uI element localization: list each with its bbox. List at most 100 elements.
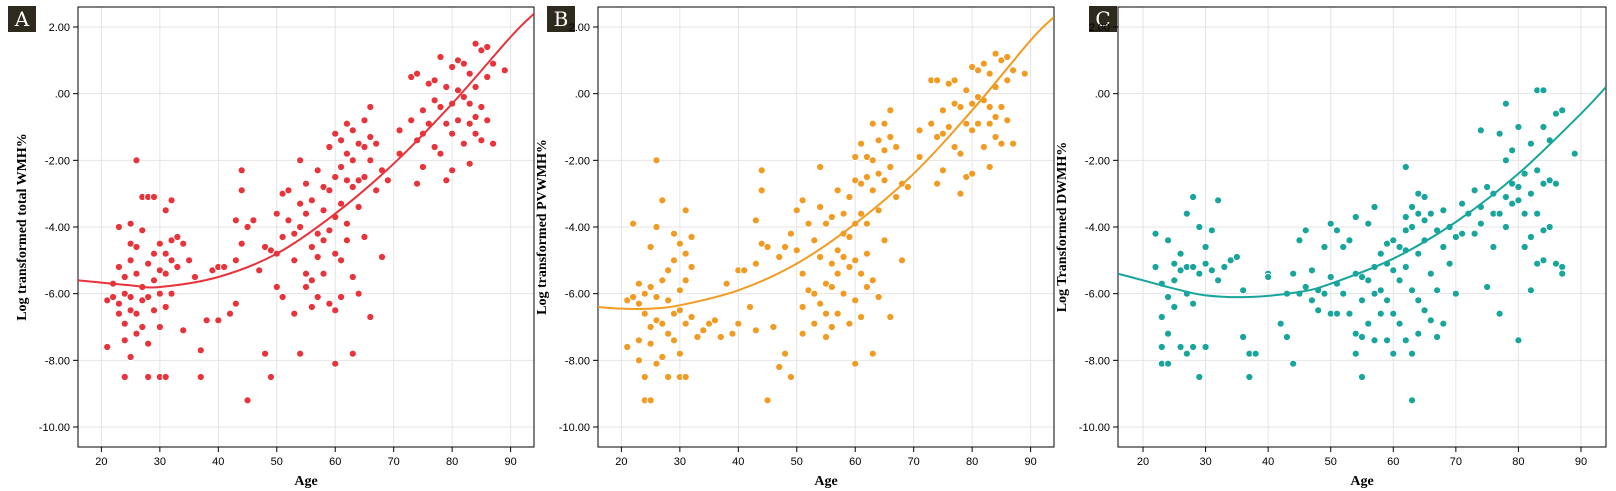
data-point	[1345, 309, 1354, 318]
data-point	[979, 59, 988, 68]
data-point	[459, 59, 468, 68]
data-point	[997, 139, 1006, 148]
data-point	[681, 372, 690, 382]
data-point	[442, 176, 451, 185]
data-point	[769, 322, 778, 332]
fit-line	[1118, 86, 1606, 299]
data-point	[669, 229, 679, 238]
data-point	[453, 116, 463, 125]
data-point	[1239, 286, 1248, 295]
data-point	[1345, 236, 1354, 245]
data-point	[1003, 76, 1012, 85]
data-point	[465, 119, 474, 128]
data-point	[372, 186, 381, 195]
data-point	[1376, 309, 1385, 318]
data-point	[1389, 236, 1398, 245]
data-point	[114, 222, 124, 232]
data-point	[360, 116, 369, 125]
data-point	[1451, 232, 1460, 242]
y-tick-label: 2.00	[569, 22, 590, 34]
data-point	[763, 396, 772, 405]
data-point	[301, 209, 311, 218]
data-point	[845, 319, 854, 328]
x-tick-label: 60	[849, 456, 861, 468]
data-point	[1320, 242, 1329, 252]
data-point	[336, 292, 346, 302]
data-point	[675, 349, 684, 358]
data-point	[628, 292, 638, 302]
data-point	[880, 119, 889, 128]
data-point	[459, 92, 468, 102]
data-point	[652, 292, 661, 302]
data-point	[874, 136, 883, 145]
y-tick-label: -10.00	[1079, 422, 1110, 434]
data-point	[167, 289, 176, 298]
data-point	[313, 229, 322, 238]
data-point	[477, 136, 486, 145]
x-tick-label: 50	[791, 456, 803, 468]
data-point	[342, 236, 352, 245]
data-point	[1176, 249, 1185, 258]
data-point	[664, 372, 673, 382]
data-point	[880, 146, 889, 155]
data-point	[973, 66, 983, 75]
data-point	[1226, 256, 1235, 265]
data-point	[681, 276, 690, 285]
data-point	[1357, 332, 1367, 342]
plot-border	[597, 6, 1055, 448]
data-point	[132, 242, 141, 252]
data-point	[471, 39, 480, 48]
data-point	[155, 289, 164, 298]
data-point	[296, 199, 305, 208]
data-point	[1395, 242, 1404, 252]
panel-label-box	[1089, 6, 1117, 32]
data-point	[366, 312, 375, 322]
data-point	[278, 232, 287, 242]
data-point	[1501, 192, 1510, 202]
data-point	[108, 292, 118, 302]
data-point	[687, 232, 696, 242]
data-point	[483, 42, 492, 52]
data-point	[336, 199, 346, 208]
data-point	[331, 249, 340, 258]
data-point	[126, 219, 135, 228]
y-tick-label: -8.00	[45, 355, 70, 367]
data-point	[1420, 216, 1429, 225]
data-point	[658, 276, 667, 285]
data-point	[751, 259, 760, 268]
data-point	[1551, 179, 1561, 188]
data-point	[1008, 66, 1018, 75]
data-point	[1003, 52, 1012, 62]
data-point	[412, 179, 422, 188]
data-point	[669, 336, 679, 345]
data-point	[874, 169, 883, 178]
x-tick-label: 90	[1575, 456, 1587, 468]
data-point	[1533, 166, 1542, 175]
data-point	[1176, 266, 1185, 275]
data-point	[1533, 209, 1542, 218]
data-point	[745, 302, 755, 312]
data-point	[757, 186, 766, 195]
data-point	[640, 289, 649, 298]
data-point	[833, 309, 842, 318]
data-point	[827, 259, 836, 268]
data-point	[465, 159, 474, 168]
data-point	[1407, 222, 1417, 232]
data-point	[1351, 212, 1360, 222]
data-point	[1201, 242, 1210, 252]
data-point	[652, 222, 661, 232]
data-point	[325, 142, 334, 152]
data-point	[149, 306, 159, 315]
data-point	[1207, 226, 1216, 235]
data-point	[114, 309, 124, 318]
x-tick-label: 30	[154, 456, 166, 468]
data-point	[903, 182, 912, 192]
data-point	[1182, 209, 1191, 218]
data-point	[1239, 332, 1248, 342]
data-point	[1526, 189, 1536, 198]
data-point	[144, 292, 153, 302]
data-point	[693, 332, 702, 342]
data-point	[1289, 269, 1298, 278]
data-point	[845, 262, 854, 272]
data-point	[1426, 316, 1435, 325]
